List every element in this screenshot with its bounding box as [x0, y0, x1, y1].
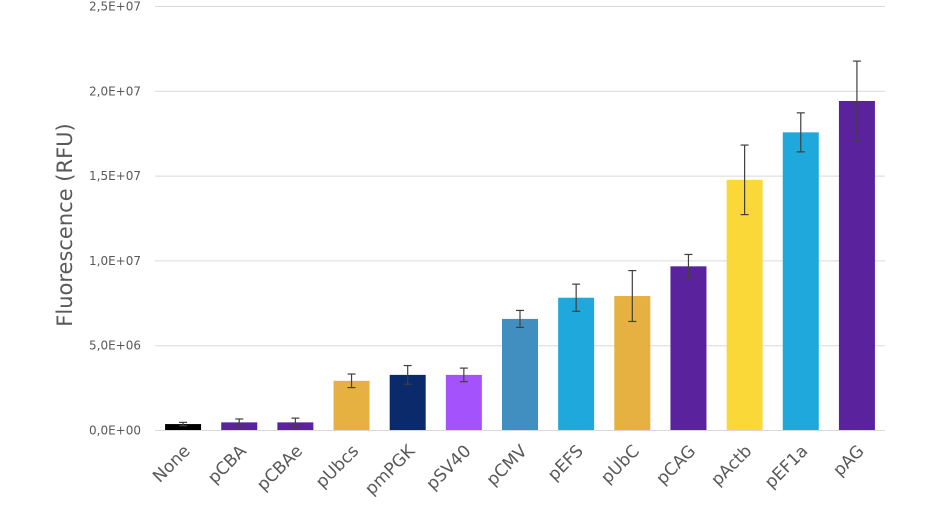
- x-tick-label: pAG: [829, 441, 868, 480]
- bar-pefs: [558, 297, 595, 430]
- error-bar: [852, 60, 861, 142]
- error-bar: [403, 364, 412, 385]
- error-bar: [740, 144, 749, 216]
- bar-pactb: [726, 179, 763, 430]
- y-tick-label: 0,0E+00: [89, 424, 141, 438]
- bar-pubcs: [333, 380, 370, 430]
- x-tick-label: pUbcs: [312, 441, 363, 492]
- bar-psv40: [445, 374, 482, 430]
- y-tick-label: 2,0E+07: [89, 84, 141, 98]
- error-bar: [179, 421, 188, 427]
- error-bar: [291, 417, 300, 428]
- error-bar: [572, 283, 581, 312]
- y-tick-label: 1,5E+07: [89, 169, 141, 183]
- y-axis-ticks: 0,0E+00 5,0E+06 1,0E+07 1,5E+07 2,0E+07 2,5E+…: [89, 0, 141, 438]
- error-bar: [459, 367, 468, 383]
- y-tick-label: 2,5E+07: [89, 0, 141, 14]
- x-tick-label: pCBA: [204, 441, 251, 488]
- error-bar: [516, 309, 524, 328]
- bar-pag: [838, 100, 875, 430]
- error-bar: [628, 269, 637, 323]
- x-tick-label: pCAG: [652, 441, 699, 488]
- error-bar: [796, 112, 805, 153]
- error-bar: [235, 418, 244, 427]
- x-tick-label: pSV40: [422, 441, 475, 494]
- x-tick-label: pActb: [707, 441, 756, 490]
- gridlines: [155, 6, 885, 431]
- bar-none: [165, 424, 202, 430]
- x-tick-label: None: [149, 441, 195, 487]
- bars: [165, 100, 875, 431]
- x-tick-label: pCBAe: [253, 441, 307, 495]
- y-axis-title: Fluorescence (RFU): [53, 123, 77, 326]
- x-tick-label: pEFS: [544, 441, 588, 485]
- error-bar: [347, 373, 356, 389]
- x-tick-label: pUbC: [597, 441, 644, 488]
- bar-pcmv: [502, 318, 538, 430]
- x-tick-label: pmPGK: [361, 441, 420, 500]
- x-tick-label: pCMV: [483, 441, 532, 490]
- bar-pef1a: [782, 132, 819, 431]
- bar-pcag: [670, 266, 707, 430]
- y-tick-label: 1,0E+07: [89, 254, 141, 268]
- y-tick-label: 5,0E+06: [89, 339, 141, 353]
- error-bar: [684, 253, 693, 279]
- error-bars: [179, 60, 861, 428]
- x-tick-label: pEF1a: [761, 441, 812, 492]
